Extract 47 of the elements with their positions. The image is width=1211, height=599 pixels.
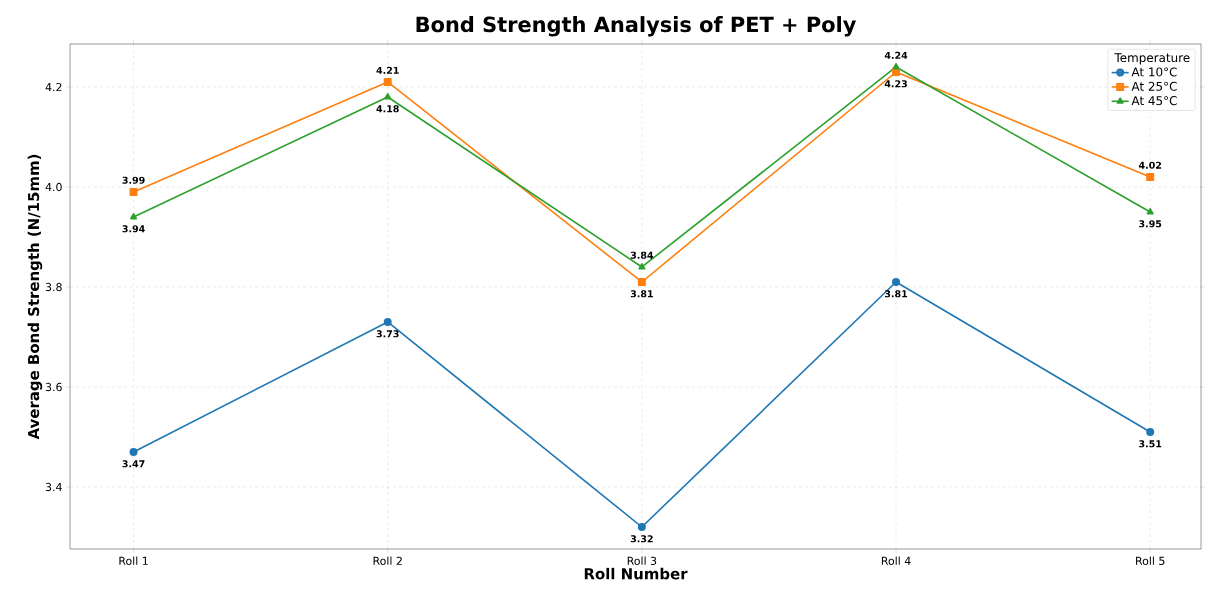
point: [1146, 173, 1155, 181]
point: [637, 278, 646, 286]
legend-label: At 45°C: [1131, 96, 1177, 106]
x-tick-label: Roll 4: [881, 556, 911, 565]
y-tick-label: 4.0: [45, 182, 62, 192]
data-label: 4.18: [376, 105, 399, 113]
point: [383, 78, 392, 86]
x-tick-label: Roll 3: [627, 556, 657, 565]
data-label: 4.02: [1138, 161, 1162, 169]
data-label: 3.81: [630, 290, 653, 298]
data-label: 3.47: [122, 460, 145, 468]
legend-title: Temperature: [1114, 53, 1190, 65]
point: [1146, 428, 1155, 436]
data-label: 3.51: [1139, 440, 1162, 448]
point: [892, 63, 900, 70]
data-label: 4.21: [376, 66, 399, 74]
y-tick-label: 3.4: [45, 482, 62, 492]
legend-label: At 25°C: [1131, 81, 1177, 91]
point: [384, 93, 392, 100]
point: [129, 213, 138, 220]
point: [129, 188, 138, 196]
point: [1146, 208, 1154, 215]
data-label: 3.84: [630, 251, 654, 259]
data-label: 3.81: [884, 290, 908, 298]
y-axis-title: Average Bond Strength (N/15mm): [27, 154, 43, 440]
data-label: 3.73: [376, 330, 399, 338]
y-tick-label: 4.2: [45, 82, 62, 92]
y-tick-label: 3.8: [45, 282, 62, 292]
legend-label: At 10°C: [1131, 67, 1177, 77]
point: [638, 263, 646, 270]
x-axis-title: Roll Number: [584, 567, 688, 580]
data-label: 4.24: [884, 51, 908, 59]
x-tick-label: Roll 1: [119, 556, 148, 565]
y-tick-label: 3.6: [45, 382, 62, 392]
data-label: 3.95: [1139, 220, 1162, 228]
data-label: 3.94: [122, 225, 145, 233]
chart-title: Bond Strength Analysis of PET + Poly: [416, 16, 856, 37]
point: [129, 448, 138, 456]
point: [892, 68, 901, 76]
data-label: 3.32: [630, 535, 653, 543]
data-label: 4.23: [884, 80, 907, 88]
point: [637, 523, 646, 531]
x-tick-label: Roll 2: [373, 556, 402, 565]
x-tick-label: Roll 5: [1136, 556, 1165, 565]
point: [892, 278, 901, 286]
data-label: 3.99: [122, 176, 145, 184]
point: [383, 318, 392, 326]
